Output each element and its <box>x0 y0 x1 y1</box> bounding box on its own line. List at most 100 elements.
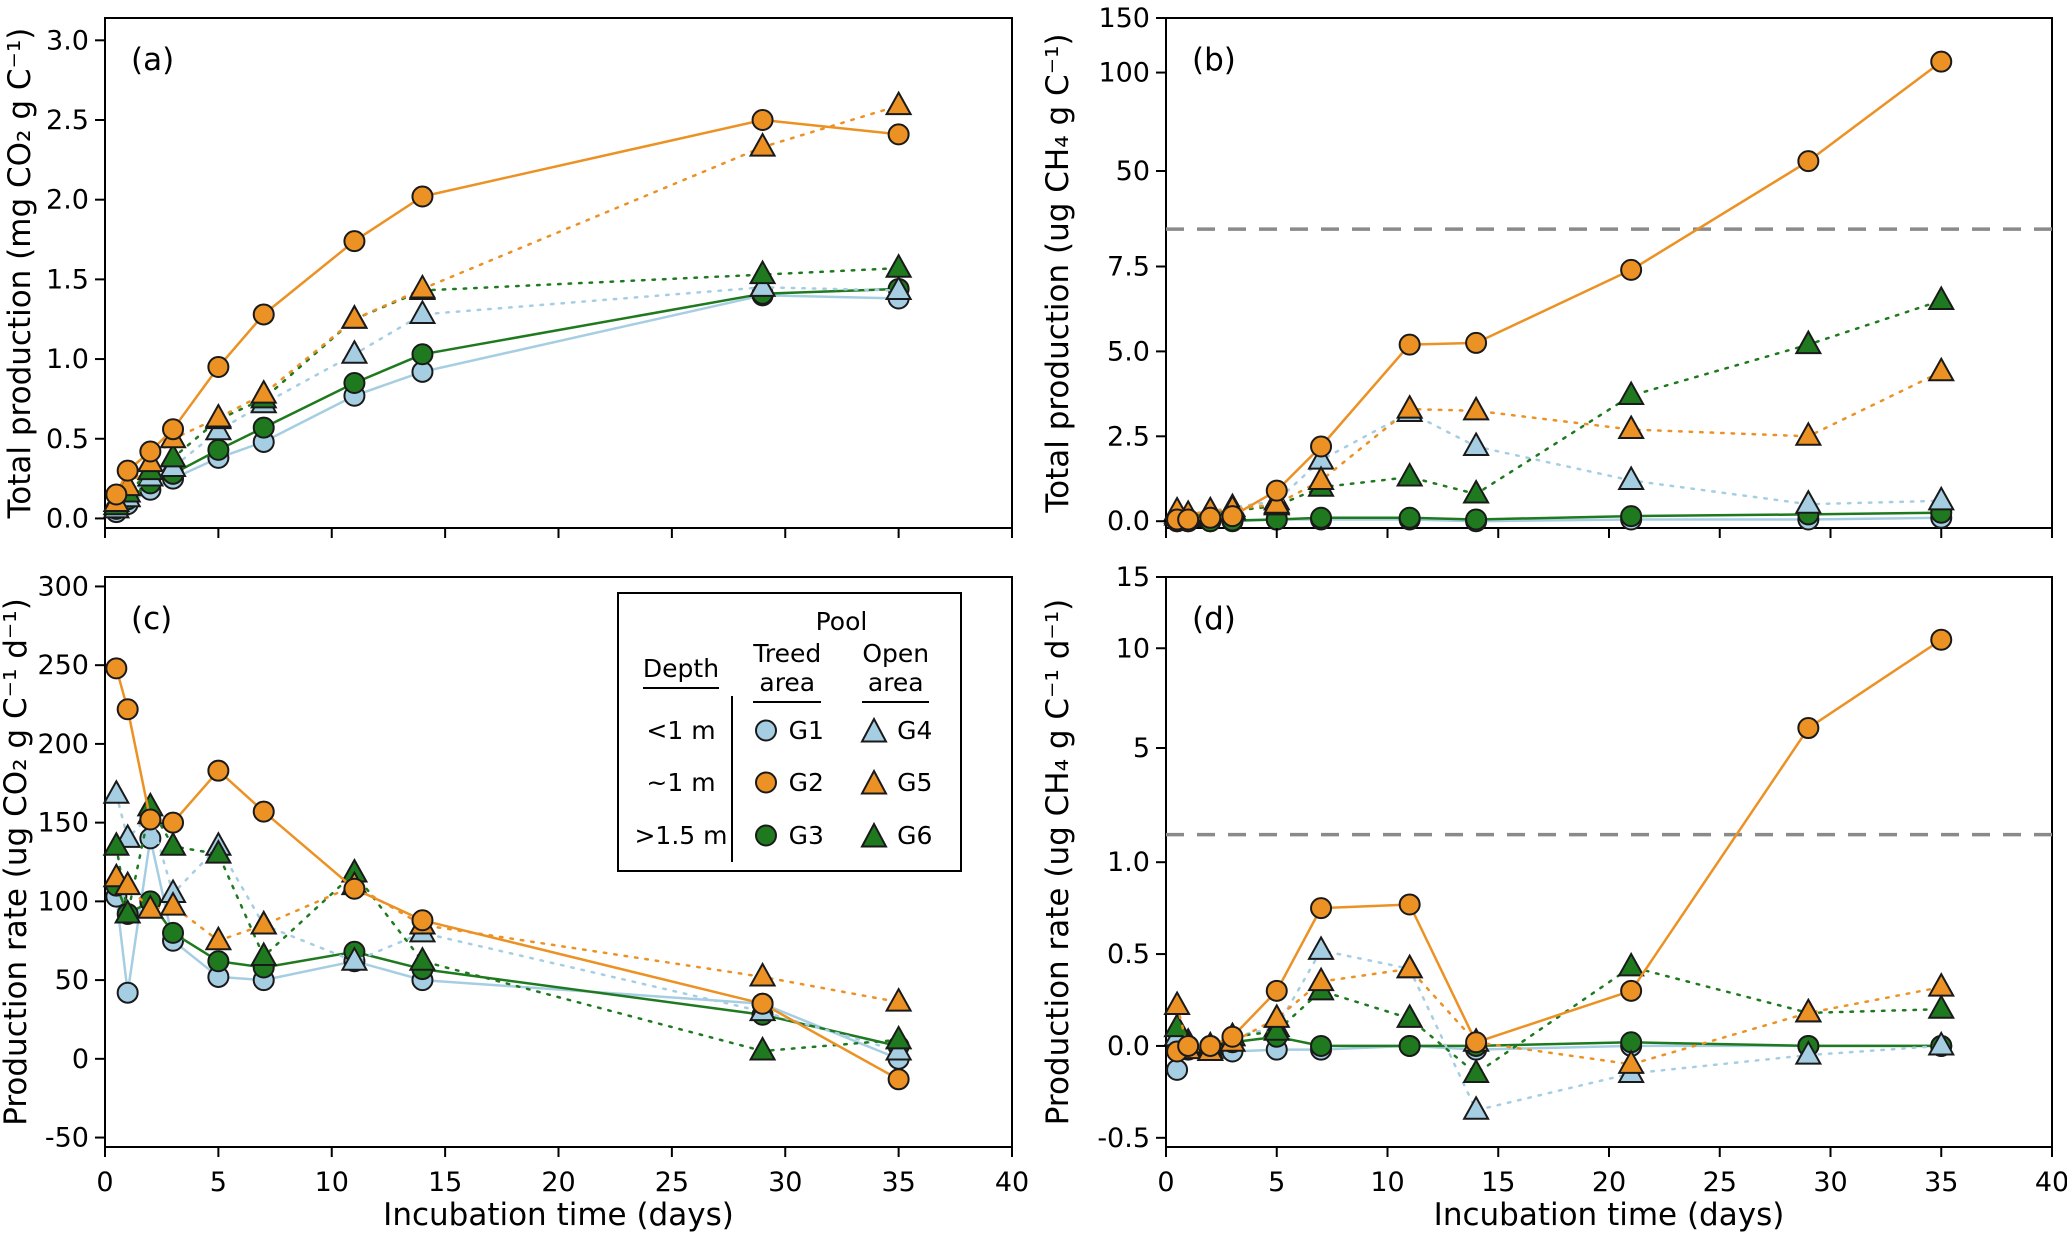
series-line <box>115 118 899 496</box>
marker-G2 <box>1199 506 1222 529</box>
y-axis: -0.5 0.0 0.5 1.0 5 10 15 <box>1097 562 1166 1154</box>
series-line <box>1175 1044 1942 1071</box>
y-tick-label: 50 <box>55 965 89 996</box>
marker-G2 <box>162 418 185 441</box>
x-axis: 0 5 10 15 20 25 30 35 40 <box>96 1147 1029 1198</box>
marker-G6 <box>884 1024 913 1050</box>
y-tick-label: 5.0 <box>1107 336 1150 367</box>
x-tick-label: 40 <box>2035 1167 2067 1198</box>
marker-G1 <box>116 981 139 1004</box>
series-line <box>115 805 900 1053</box>
marker-G5 <box>748 132 777 157</box>
series-line <box>1175 370 1943 516</box>
marker-G5 <box>748 961 777 987</box>
marker-G6 <box>748 259 777 285</box>
chart-a: 0.0 0.5 1.0 1.5 2.0 2.5 3.0 (a) Total production… <box>2 17 1013 538</box>
marker-G2 <box>207 759 230 782</box>
legend-entry-g3: G3 <box>733 809 842 862</box>
marker-G2 <box>1177 1034 1200 1057</box>
marker-G3 <box>1310 506 1333 529</box>
series-line <box>1175 411 1943 520</box>
marker-G2 <box>1221 1025 1244 1048</box>
marker-G3 <box>1398 1034 1421 1057</box>
marker-G2 <box>1620 979 1643 1002</box>
marker-G4 <box>1307 935 1335 960</box>
marker-G2 <box>1265 479 1288 502</box>
panel-letter: (a) <box>131 42 174 78</box>
marker-G5 <box>1307 966 1335 992</box>
legend-open-header-label: Open area <box>862 639 930 703</box>
marker-G2 <box>1797 717 1820 740</box>
marker-G6 <box>204 839 233 864</box>
y-tick-label: 7.5 <box>1107 251 1150 282</box>
marker-G6 <box>1927 285 1955 310</box>
marker-G2 <box>1465 331 1488 354</box>
legend-empty-cell <box>629 602 733 640</box>
series-G5 <box>102 862 913 1012</box>
legend-divider <box>731 696 733 862</box>
series-line <box>115 287 899 510</box>
x-tick-label: 20 <box>1592 1167 1626 1198</box>
marker-G5 <box>113 870 142 896</box>
marker-G4 <box>748 272 777 297</box>
marker-G6 <box>1617 951 1645 977</box>
series-G3 <box>105 874 910 1058</box>
marker-G2 <box>1199 1034 1222 1057</box>
marker-G5 <box>1163 990 1191 1016</box>
marker-G5 <box>250 909 278 935</box>
marker-G4 <box>1927 485 1955 511</box>
marker-G6 <box>408 946 437 971</box>
marker-G5 <box>884 987 913 1012</box>
legend-pool-header: Pool <box>815 606 868 636</box>
marker-G2 <box>1797 150 1820 173</box>
marker-G2 <box>1398 333 1421 356</box>
legend-open-header: Open area <box>842 639 951 704</box>
marker-G3 <box>207 950 230 973</box>
marker-G5 <box>1395 394 1424 419</box>
marker-G4 <box>1794 489 1823 514</box>
marker-G5 <box>408 273 437 299</box>
legend-circle-marker-icon <box>754 824 777 847</box>
marker-G5 <box>1462 395 1490 421</box>
marker-G2 <box>252 800 275 823</box>
legend-entry-g2: G2 <box>733 757 842 810</box>
panel-c: 0 5 10 15 20 25 30 35 40 -50 0 50 100 150 200 250 300 (c)… <box>0 562 1034 1257</box>
series-line <box>115 266 900 507</box>
y-tick-label: 100 <box>37 886 89 917</box>
series-line <box>1175 299 1943 518</box>
marker-G5 <box>159 891 187 916</box>
y-tick-label: 0.0 <box>1107 506 1150 537</box>
panel-letter: (c) <box>131 601 172 637</box>
y-tick-label: 50 <box>1116 156 1150 187</box>
marker-G6 <box>1927 994 1955 1019</box>
plot-frame <box>1165 576 2053 1148</box>
legend: Pool Depth Treed area Open area <1 m G1 G4… <box>617 592 962 872</box>
marker-G4 <box>340 339 369 364</box>
y-tick-label: 2.5 <box>1107 421 1150 452</box>
marker-G2 <box>1465 1031 1488 1054</box>
y-tick-label: 100 <box>1098 58 1150 89</box>
marker-G2 <box>343 230 366 253</box>
legend-entry-g6: G6 <box>842 809 951 862</box>
chart-b: 0.0 2.5 5.0 7.5 50 100 150 (b) Total production … <box>1040 3 2053 538</box>
marker-G5 <box>250 379 278 404</box>
series-line <box>1175 949 1943 1112</box>
y-tick-label: 250 <box>37 650 89 681</box>
marker-G4 <box>408 299 437 324</box>
y-axis-title: Total production (mg CO₂ g C⁻¹) <box>2 28 38 520</box>
series-line <box>1176 638 1942 1053</box>
x-tick-label: 5 <box>210 1167 227 1198</box>
marker-G5 <box>1395 953 1424 979</box>
marker-G5 <box>1263 1003 1291 1028</box>
legend-series-code: G2 <box>788 768 824 798</box>
legend-depth-label: ~1 m <box>646 768 716 798</box>
marker-G2 <box>1221 505 1244 528</box>
y-tick-label: 0.0 <box>46 503 89 534</box>
marker-G2 <box>105 657 128 680</box>
legend-treed-header-label: Treed area <box>753 639 822 703</box>
marker-G2 <box>411 185 434 208</box>
series-G6 <box>102 791 913 1061</box>
y-tick-label: 150 <box>37 808 89 839</box>
x-tick-label: 15 <box>428 1167 462 1198</box>
marker-G3 <box>252 416 275 439</box>
